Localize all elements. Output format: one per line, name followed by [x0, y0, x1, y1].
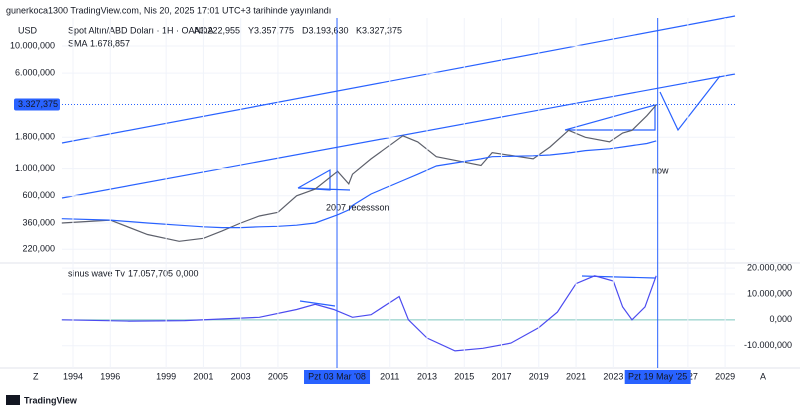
x-tick-label: 2003 — [231, 371, 251, 381]
channel-top — [61, 15, 736, 144]
annotation: 2007 recessson — [326, 202, 390, 212]
ohlc-value: A3.222,955 — [194, 25, 240, 35]
x-tick-label: 2005 — [268, 371, 288, 381]
osc-line-2008 — [299, 300, 336, 307]
y-tick-label: 360,000 — [22, 217, 55, 227]
charts: 220,000 360,000 600,000 1.000,000 1.800,000 6… — [10, 18, 792, 384]
x-tick-label: 2019 — [529, 371, 549, 381]
symbol-title: Spot Altın/ABD Doları · 1H · OANDA — [68, 25, 214, 35]
ohlc-value: Y3.357,775 — [248, 25, 294, 35]
y-tick-label: 20.000,000 — [747, 262, 792, 272]
y-tick-label: 1.000,000 — [15, 163, 55, 173]
x-tick-label: 2029 — [715, 371, 735, 381]
crosshair-label: Pzt 03 Mar '08 — [308, 371, 366, 381]
x-tick-label: 2015 — [454, 371, 474, 381]
x-tick-label: 2017 — [492, 371, 512, 381]
crosshair-tag — [304, 370, 371, 384]
y-tick-label: 1.800,000 — [15, 132, 55, 142]
timezone-button[interactable]: Z — [33, 371, 39, 381]
series-line — [61, 104, 657, 242]
logo-icon — [6, 395, 20, 405]
y-tick-label: 0,000 — [769, 314, 792, 324]
crosshair-label: Pzt 19 May '25 — [628, 371, 687, 381]
y-tick-label: 10.000,000 — [747, 288, 792, 298]
x-tick-label: 2023 — [603, 371, 623, 381]
y-tick-label: 600,000 — [22, 190, 55, 200]
y-tick-label: 10.000,000 — [10, 40, 55, 50]
y-tick-label: -10.000,000 — [744, 340, 792, 350]
ohlc-value: D3.193,630 — [302, 25, 349, 35]
indicator-value: 17.057,705 — [128, 268, 173, 278]
currency: USD — [18, 25, 38, 35]
x-tick-label: 1999 — [156, 371, 176, 381]
x-tick-label: 2001 — [193, 371, 213, 381]
ohlc-value: K3.327,375 — [356, 25, 402, 35]
x-tick-label: 2011 — [380, 371, 399, 381]
x-tick-label: 2013 — [417, 371, 437, 381]
caption: gunerkoca1300 TradingView.com, Nis 20, 2… — [6, 5, 331, 15]
y-tick-label: 6.000,000 — [15, 68, 55, 78]
x-tick-label: 1996 — [100, 371, 120, 381]
channel-bottom — [61, 73, 736, 199]
triangle-2025 — [564, 104, 656, 131]
x-tick-label: 2021 — [566, 371, 586, 381]
crosshair-tag — [624, 370, 691, 384]
annotation: now — [652, 165, 669, 175]
auto-button[interactable]: A — [760, 371, 766, 381]
indicator-value: 0,000 — [176, 268, 199, 278]
legend-name: SMA — [68, 38, 88, 48]
indicator-title: sinus wave Tv — [68, 268, 125, 278]
price-tag-label: 3.327,375 — [18, 99, 58, 109]
brand: TradingView — [24, 395, 78, 405]
series-line — [61, 140, 657, 229]
price-tag — [14, 98, 60, 111]
y-tick-label: 220,000 — [22, 244, 55, 254]
x-tick-label: 1994 — [63, 371, 83, 381]
series-line — [61, 275, 657, 352]
